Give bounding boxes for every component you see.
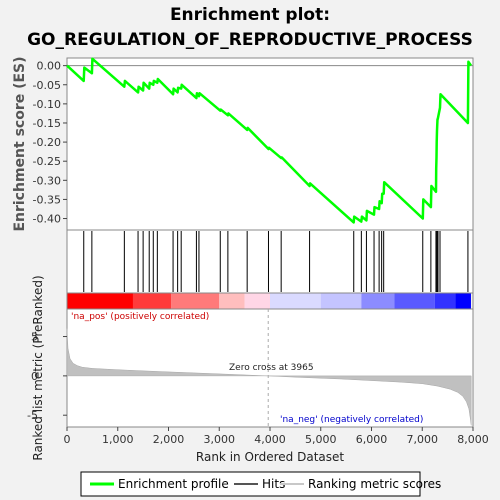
x-tick-label: 7,000 (407, 433, 439, 446)
es-y-tick-label: -0.25 (33, 155, 61, 168)
es-y-ticks: 0.00 -0.05 -0.10 -0.15 -0.20 -0.25 -0.30 -0.35 -… (33, 60, 67, 226)
es-y-tick-label: -0.05 (33, 79, 61, 92)
rank-color-segment (455, 293, 471, 309)
x-tick-label: 0 (64, 433, 71, 446)
x-tick-label: 3,000 (204, 433, 236, 446)
rank-color-segment (320, 293, 362, 309)
es-y-tick-label: -0.30 (33, 174, 61, 187)
chart-title-line2: GO_REGULATION_OF_REPRODUCTIVE_PROCESS (27, 30, 473, 50)
rank-color-segment (132, 293, 172, 309)
x-tick-label: 5,000 (305, 433, 337, 446)
negative-correlation-label: 'na_neg' (negatively correlated) (280, 415, 423, 425)
legend-label: Enrichment profile (118, 477, 229, 491)
rank-color-segment (67, 293, 133, 309)
zero-cross-label: Zero cross at 3965 (229, 363, 314, 373)
metric-y-tick-label: 0 (31, 370, 38, 383)
rank-color-bar (67, 293, 471, 309)
metric-axis-label: Ranked list metric (PreRanked) (31, 275, 45, 460)
x-tick-label: 4,000 (254, 433, 286, 446)
x-axis-label: Rank in Ordered Dataset (196, 450, 344, 464)
metric-y-tick-label: 5 (31, 331, 38, 344)
x-tick-label: 2,000 (153, 433, 185, 446)
legend (80, 471, 421, 497)
hits-panel (66, 229, 474, 294)
x-tick-label: 1,000 (102, 433, 134, 446)
rank-color-segment (171, 293, 220, 309)
rank-color-segment (434, 293, 456, 309)
positive-correlation-label: 'na_pos' (positively correlated) (71, 312, 209, 322)
es-y-tick-label: 0.00 (37, 60, 62, 73)
x-tick-label: 8,000 (457, 433, 489, 446)
es-axis-label: Enrichment score (ES) (12, 56, 28, 231)
hit-marks (83, 231, 469, 292)
legend-label: Ranking metric scores (308, 477, 441, 491)
rank-color-segment (244, 293, 270, 309)
x-tick-label: 6,000 (356, 433, 388, 446)
legend-items: Enrichment profile Hits Ranking metric sco… (90, 477, 441, 491)
chart-title-line1: Enrichment plot: (170, 5, 330, 25)
metric-y-ticks: 5 0 -5 (27, 331, 67, 422)
enrichment-profile-line (66, 57, 473, 224)
es-y-tick-label: -0.20 (33, 136, 61, 149)
x-ticks: 0 1,000 2,000 3,000 4,000 5,000 6,000 7,000 8,00… (64, 427, 489, 446)
ranking-metric-area (66, 328, 472, 426)
es-y-tick-label: -0.10 (33, 98, 61, 111)
metric-y-tick-label: -5 (27, 409, 38, 422)
metric-panel (66, 308, 474, 428)
es-y-tick-label: -0.40 (33, 213, 61, 226)
rank-color-segment (361, 293, 395, 309)
legend-label: Hits (262, 477, 285, 491)
rank-color-segment (219, 293, 245, 309)
es-y-tick-label: -0.35 (33, 193, 61, 206)
rank-color-segment (394, 293, 435, 309)
rank-color-segment (270, 293, 321, 309)
es-y-tick-label: -0.15 (33, 117, 61, 130)
